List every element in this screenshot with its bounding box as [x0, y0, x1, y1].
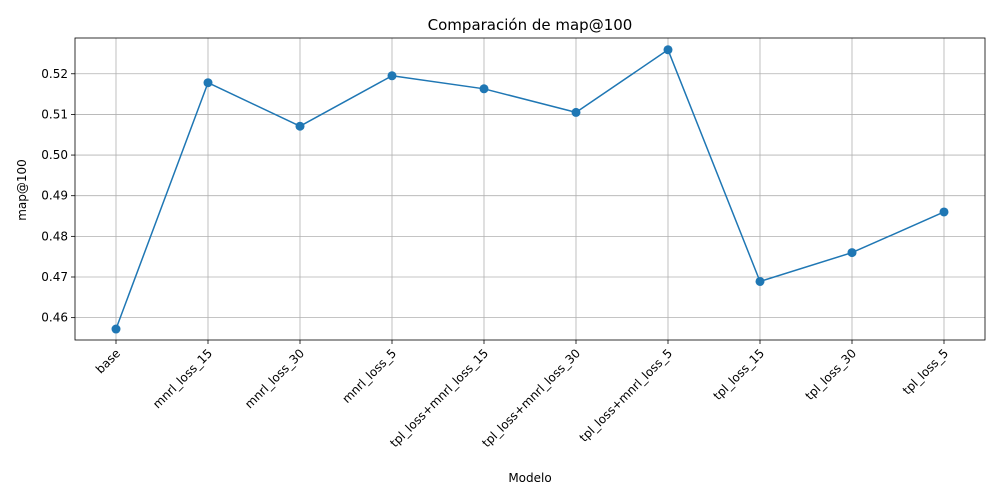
data-point	[571, 107, 581, 117]
data-point	[111, 324, 121, 334]
x-tick-label: mnrl_loss_30	[242, 346, 307, 411]
x-tick-label: tpl_loss_30	[802, 346, 859, 403]
data-point	[479, 84, 489, 94]
data-point	[295, 121, 305, 131]
x-tick-label: tpl_loss_15	[710, 346, 767, 403]
x-tick-label: mnrl_loss_15	[150, 346, 215, 411]
series	[111, 45, 949, 334]
x-tick-label: tpl_loss+mnrl_loss_5	[577, 346, 675, 444]
y-axis-label: map@100	[15, 159, 29, 221]
plot-frame	[74, 37, 986, 341]
y-tick-label: 0.48	[41, 229, 68, 243]
data-point	[663, 45, 673, 55]
x-tick-label: base	[93, 346, 123, 376]
data-point	[387, 71, 397, 81]
y-tick-label: 0.46	[41, 311, 68, 325]
data-point	[203, 78, 213, 88]
data-point	[847, 248, 857, 258]
axes: base mnrl_loss_15 mnrl_loss_30 mnrl_loss_5t…	[41, 37, 986, 450]
x-tick-label: tpl_loss+mnrl_loss_30	[479, 346, 583, 450]
x-tick-label: tpl_loss+mnrl_loss_15	[387, 346, 491, 450]
y-tick-label: 0.51	[41, 107, 68, 121]
series-line	[115, 49, 945, 330]
y-tick-label: 0.49	[41, 189, 68, 203]
grid	[75, 38, 985, 340]
data-point	[939, 207, 949, 217]
y-tick-label: 0.47	[41, 270, 68, 284]
x-tick-label: tpl_loss_5	[900, 346, 951, 397]
data-point	[755, 276, 765, 286]
chart-title: Comparación de map@100	[428, 16, 633, 34]
y-tick-label: 0.52	[41, 67, 68, 81]
x-tick-label: mnrl_loss_5	[339, 346, 399, 406]
y-tick-label: 0.50	[41, 148, 68, 162]
x-axis-label: Modelo	[508, 471, 551, 485]
